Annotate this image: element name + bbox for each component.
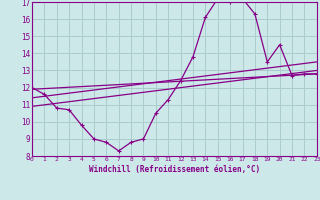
X-axis label: Windchill (Refroidissement éolien,°C): Windchill (Refroidissement éolien,°C) xyxy=(89,165,260,174)
